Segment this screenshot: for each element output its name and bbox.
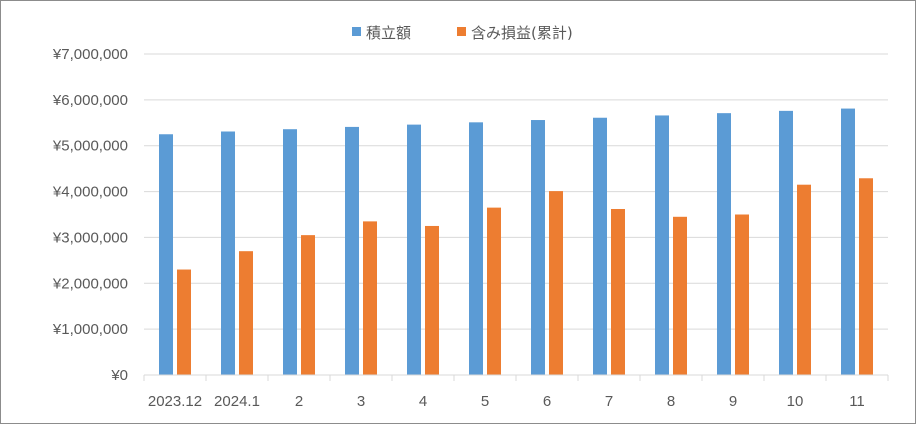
legend-label-series-2: 含み損益(累計) (471, 24, 573, 42)
bar-series-2-4 (425, 225, 439, 375)
bar-series-1-3 (345, 126, 359, 375)
bar-series-1-11 (841, 108, 855, 375)
bar-series-2-9 (735, 214, 749, 375)
bar-series-1-5 (469, 122, 483, 375)
x-tick-label: 5 (481, 393, 489, 410)
bar-series-2-10 (797, 184, 811, 375)
y-tick-label: ¥0 (110, 367, 128, 384)
bar-series-2-3 (363, 221, 377, 375)
y-tick-label: ¥4,000,000 (52, 184, 128, 201)
x-tick-label: 2024.1 (214, 393, 260, 410)
bar-series-2-2 (301, 235, 315, 375)
bar-series-1-0 (159, 134, 173, 375)
y-tick-label: ¥5,000,000 (52, 138, 128, 155)
x-tick-label: 8 (667, 393, 675, 410)
y-tick-label: ¥1,000,000 (52, 321, 128, 338)
bar-series-2-8 (673, 216, 687, 375)
y-tick-label: ¥2,000,000 (52, 275, 128, 292)
legend: 積立額 含み損益(累計) (352, 24, 573, 42)
bar-series-1-1 (221, 131, 235, 375)
bar-series-1-6 (531, 120, 545, 375)
bar-series-1-4 (407, 124, 421, 376)
x-tick-label: 11 (849, 393, 865, 410)
legend-swatch-series-2 (457, 27, 466, 36)
x-tick-label: 9 (729, 393, 737, 410)
y-tick-label: ¥6,000,000 (52, 92, 128, 109)
legend-swatch-series-1 (352, 27, 361, 36)
bars (159, 108, 873, 376)
x-tick-label: 3 (357, 393, 365, 410)
y-tick-label: ¥7,000,000 (52, 46, 128, 63)
bar-series-2-6 (549, 191, 563, 375)
bar-series-1-7 (593, 117, 607, 376)
x-tick-label: 2023.12 (148, 393, 202, 410)
gridlines (144, 53, 888, 376)
bar-series-2-0 (177, 269, 191, 375)
x-tick-label: 6 (543, 393, 551, 410)
bar-series-2-5 (487, 207, 501, 375)
bar-series-1-2 (283, 129, 297, 375)
bar-series-2-11 (859, 178, 873, 375)
legend-label-series-1: 積立額 (366, 24, 411, 42)
bar-series-1-8 (655, 115, 669, 375)
y-tick-label: ¥3,000,000 (52, 229, 128, 246)
x-tick-label: 4 (419, 393, 427, 410)
bar-series-2-7 (611, 208, 625, 375)
x-axis-ticks: 2023.12 2024.1 2 3 4 5 6 7 8 9 10 11 (143, 374, 889, 410)
bar-series-1-9 (717, 113, 731, 376)
x-tick-label: 2 (295, 393, 303, 410)
bar-series-1-10 (779, 110, 793, 375)
bar-series-2-1 (239, 251, 253, 375)
x-tick-label: 10 (787, 393, 804, 410)
x-tick-label: 7 (605, 393, 613, 410)
y-axis-ticks: ¥0 ¥1,000,000 ¥2,000,000 ¥3,000,000 ¥4,000,0… (52, 46, 128, 384)
